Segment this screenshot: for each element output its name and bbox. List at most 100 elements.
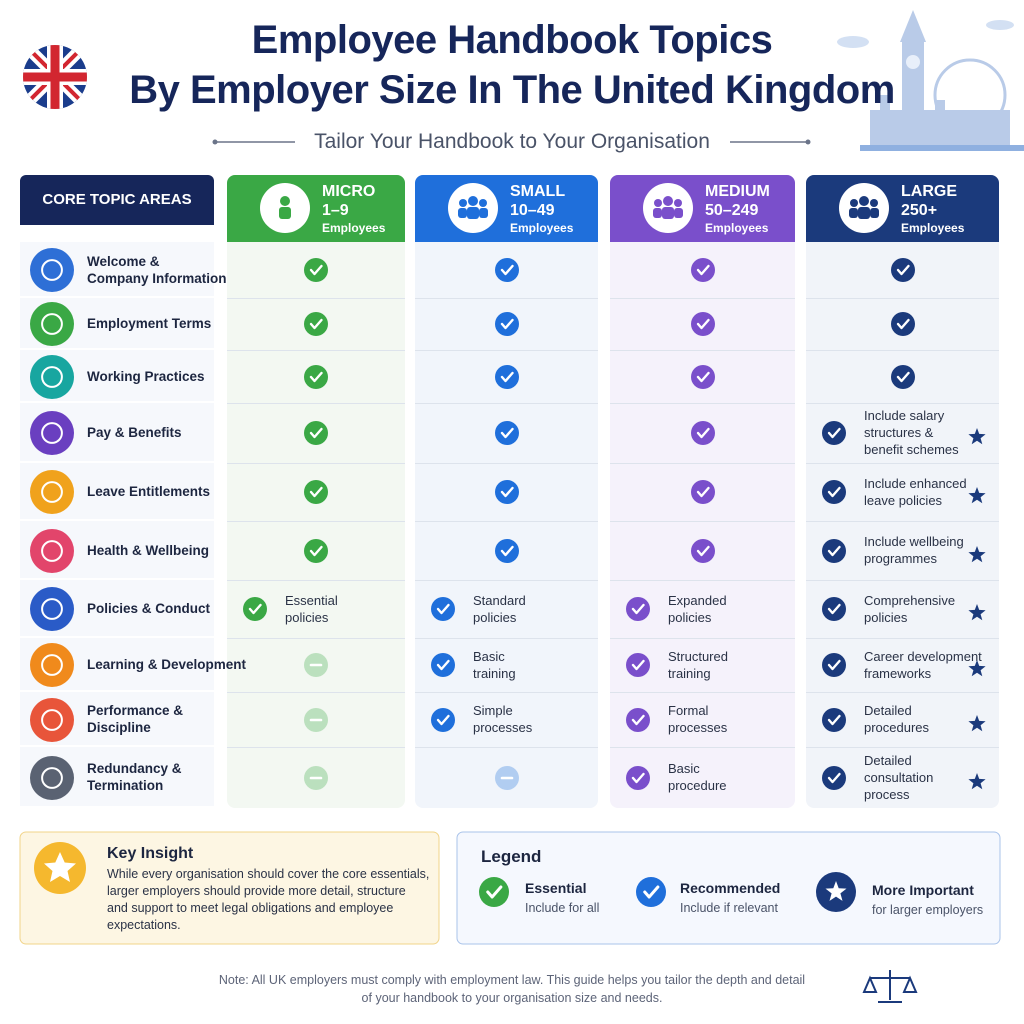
- topic-label: Policies & Conduct: [87, 601, 211, 616]
- note: Note: All UK employers must comply with …: [218, 973, 806, 987]
- row-divider: [610, 692, 795, 693]
- insight-text: larger employers should provide more det…: [107, 884, 406, 898]
- row-divider: [610, 403, 795, 404]
- topic-label: Performance &: [87, 703, 184, 718]
- topic-label: Company Information: [87, 270, 227, 286]
- check-icon: [304, 312, 328, 336]
- row-divider: [806, 580, 999, 581]
- topic-label: Redundancy &: [87, 761, 182, 776]
- cell-text: processes: [473, 720, 533, 735]
- cell-text: Structured: [668, 648, 728, 664]
- check-icon: [304, 421, 328, 445]
- cell-text: policies: [864, 609, 908, 625]
- topic-label: Welcome &: [87, 253, 160, 269]
- insight-text: and support to meet legal obligations an…: [107, 901, 394, 915]
- column-unit: Employees: [705, 221, 769, 235]
- cell-text: training: [473, 665, 516, 681]
- column-name: LARGE: [901, 183, 957, 200]
- column-range: 1–9: [322, 202, 349, 219]
- row-divider: [806, 521, 999, 522]
- column-name: SMALL: [510, 183, 566, 200]
- row-divider: [415, 580, 598, 581]
- topic-icon: [30, 411, 74, 455]
- check-icon: [494, 258, 519, 282]
- row-divider: [415, 747, 598, 748]
- row-divider: [806, 298, 999, 299]
- row-divider: [610, 463, 795, 464]
- topic-header: CORE TOPIC AREAS: [20, 175, 214, 225]
- column-body: [227, 242, 405, 808]
- cell-text: benefit schemes: [864, 442, 959, 457]
- row-divider: [227, 521, 405, 522]
- check-icon: [690, 312, 715, 336]
- row-divider: [227, 638, 405, 639]
- check-icon: [822, 421, 846, 445]
- cell-text: leave policies: [864, 492, 943, 508]
- star-icon: [968, 428, 986, 445]
- column-icon: [643, 183, 693, 233]
- column-range: 50–249: [705, 202, 759, 219]
- topic-label: Health & Wellbeing: [87, 542, 210, 558]
- star-icon: [968, 772, 986, 789]
- check-icon: [243, 597, 267, 621]
- topic-label: Employment Terms: [87, 316, 212, 331]
- check-icon: [479, 877, 509, 907]
- row-divider: [415, 403, 598, 404]
- column-unit: Employees: [322, 221, 386, 235]
- check-icon: [690, 421, 715, 445]
- dash-icon: [494, 765, 519, 790]
- dash-icon: [304, 765, 328, 790]
- cell-text: consultation: [864, 769, 934, 785]
- cell-text: Detailed: [864, 703, 912, 718]
- column-icon: [260, 183, 310, 233]
- cell-text: frameworks: [864, 665, 932, 681]
- topic-icon: [30, 528, 74, 573]
- check-icon: [890, 312, 915, 336]
- check-icon: [494, 538, 519, 563]
- topic-icon: [30, 302, 74, 346]
- check-icon: [690, 538, 715, 563]
- legend-title: Legend: [481, 847, 542, 866]
- topic-icon: [30, 697, 74, 742]
- row-divider: [415, 463, 598, 464]
- row-divider: [610, 747, 795, 748]
- row-divider: [415, 638, 598, 639]
- star-icon: [816, 872, 856, 912]
- row-divider: [610, 298, 795, 299]
- check-icon: [690, 364, 715, 389]
- cell-text: Basic: [668, 761, 700, 776]
- cell-text: process: [864, 786, 910, 802]
- cell-text: structures &: [864, 425, 934, 440]
- column-range: 10–49: [510, 202, 555, 219]
- row-divider: [806, 747, 999, 748]
- check-icon: [494, 421, 519, 445]
- row-divider: [415, 350, 598, 351]
- topic-icon: [30, 755, 74, 800]
- legend-label: More Important: [872, 882, 974, 898]
- row-divider: [610, 580, 795, 581]
- legend-note: Include if relevant: [680, 901, 778, 915]
- check-icon: [690, 258, 715, 282]
- cell-text: policies: [285, 609, 329, 625]
- cell-text: Detailed: [864, 752, 912, 768]
- column-header: [415, 175, 598, 242]
- check-icon: [626, 765, 650, 790]
- insight-text: While every organisation should cover th…: [107, 867, 430, 881]
- column-header: [806, 175, 999, 242]
- legend-label: Essential: [525, 880, 587, 896]
- column-header: [610, 175, 795, 242]
- title: Employee Handbook Topics: [251, 18, 773, 62]
- check-icon: [822, 765, 846, 790]
- row-divider: [806, 692, 999, 693]
- row-divider: [610, 350, 795, 351]
- insight-title: Key Insight: [107, 845, 194, 862]
- row-divider: [806, 403, 999, 404]
- column-icon: [839, 183, 889, 233]
- cell-text: Include salary: [864, 408, 945, 423]
- title: By Employer Size In The United Kingdom: [129, 68, 895, 112]
- column-range: 250+: [901, 202, 938, 219]
- cell-text: policies: [473, 609, 517, 625]
- london-skyline: [837, 10, 1024, 151]
